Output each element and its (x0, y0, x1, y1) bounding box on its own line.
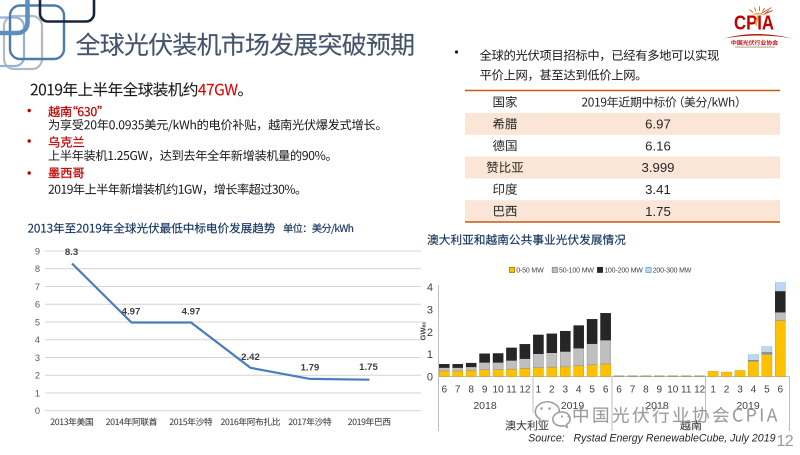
svg-text:1.75: 1.75 (645, 204, 671, 219)
svg-text:4: 4 (35, 335, 40, 345)
svg-text:5: 5 (764, 385, 770, 396)
svg-text:8: 8 (643, 385, 649, 396)
svg-text:7: 7 (630, 385, 636, 396)
svg-text:3: 3 (427, 304, 433, 316)
svg-text:6: 6 (616, 385, 622, 396)
svg-text:0: 0 (427, 372, 433, 384)
svg-text:12: 12 (694, 385, 706, 396)
svg-text:9: 9 (35, 246, 40, 256)
svg-text:9: 9 (482, 385, 488, 396)
svg-text:5: 5 (35, 317, 40, 327)
svg-text:10: 10 (667, 385, 679, 396)
svg-text:1.79: 1.79 (301, 363, 320, 374)
svg-text:8.3: 8.3 (65, 247, 78, 258)
svg-text:2: 2 (35, 371, 40, 381)
svg-text:7: 7 (35, 282, 40, 292)
svg-text:12: 12 (519, 385, 531, 396)
svg-text:2018: 2018 (645, 400, 669, 412)
svg-text:2018: 2018 (473, 400, 497, 412)
svg-text:2: 2 (549, 385, 555, 396)
svg-text:100-200 MW: 100-200 MW (604, 268, 643, 275)
svg-text:6: 6 (35, 300, 40, 310)
svg-text:1: 1 (35, 388, 40, 398)
svg-text:2: 2 (427, 327, 433, 339)
svg-text:4: 4 (427, 282, 433, 294)
svg-text:3: 3 (563, 385, 569, 396)
svg-text:2: 2 (724, 385, 730, 396)
svg-text:6: 6 (778, 385, 784, 396)
svg-text:11: 11 (506, 385, 517, 396)
svg-text:CPIA: CPIA (734, 12, 774, 35)
svg-text:1: 1 (427, 349, 433, 361)
svg-text:6.97: 6.97 (645, 117, 671, 132)
svg-text:1: 1 (710, 385, 716, 396)
svg-text:3.41: 3.41 (645, 182, 671, 197)
svg-text:8: 8 (35, 264, 40, 274)
svg-text:4.97: 4.97 (182, 307, 201, 318)
svg-text:5: 5 (589, 385, 595, 396)
svg-text:3: 3 (35, 353, 40, 363)
svg-text:1: 1 (536, 385, 542, 396)
svg-text:9: 9 (657, 385, 663, 396)
svg-text:0-50 MW: 0-50 MW (516, 268, 544, 275)
svg-text:10: 10 (493, 385, 505, 396)
svg-text:50-100 MW: 50-100 MW (559, 268, 594, 275)
svg-text:2.42: 2.42 (241, 352, 260, 363)
svg-text:6: 6 (603, 385, 609, 396)
svg-text:11: 11 (681, 385, 692, 396)
svg-text:6.16: 6.16 (645, 138, 671, 153)
svg-text:Source: Rystad Energy Renewa: Source: Rystad Energy RenewableCube, Jul… (528, 433, 775, 445)
svg-text:0: 0 (35, 406, 40, 416)
svg-text:12: 12 (777, 433, 794, 450)
svg-text:7: 7 (455, 385, 461, 396)
svg-text:1.75: 1.75 (359, 362, 378, 373)
svg-text:4: 4 (576, 385, 582, 396)
svg-text:4: 4 (751, 385, 757, 396)
svg-text:3: 3 (737, 385, 743, 396)
svg-text:200-300 MW: 200-300 MW (653, 268, 692, 275)
svg-text:8: 8 (468, 385, 474, 396)
svg-text:4.97: 4.97 (122, 307, 141, 318)
svg-text:3.999: 3.999 (641, 160, 674, 175)
svg-text:6: 6 (442, 385, 448, 396)
